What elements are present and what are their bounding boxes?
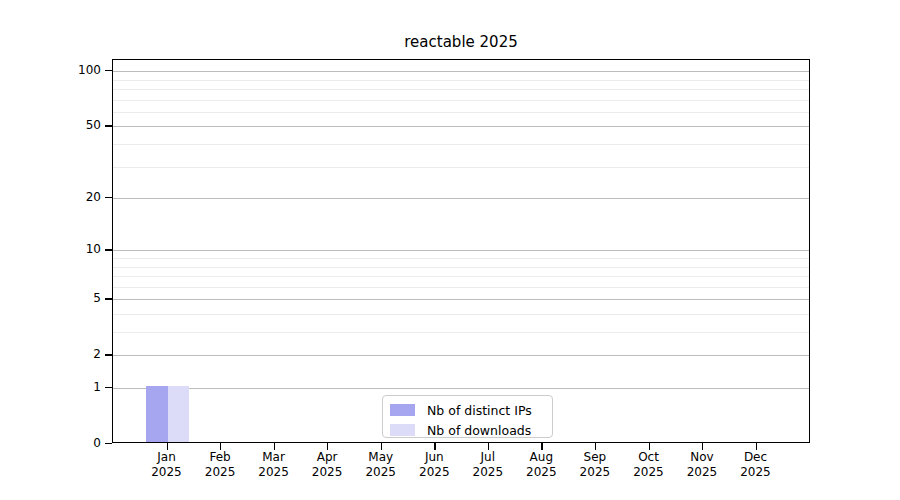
gridline-minor [113, 112, 809, 113]
legend: Nb of distinct IPs Nb of downloads [382, 395, 553, 438]
bar-downloads [168, 386, 190, 442]
y-tick-mark [105, 70, 112, 71]
x-tick-mark [220, 443, 221, 450]
x-tick-mark [381, 443, 382, 450]
legend-label: Nb of distinct IPs [427, 403, 532, 418]
x-tick-mark [167, 443, 168, 450]
gridline-major [113, 71, 809, 72]
gridline-minor [113, 267, 809, 268]
y-tick-label: 1 [59, 380, 101, 394]
bar-distinct-ips [146, 386, 168, 442]
gridline-major [113, 198, 809, 199]
legend-label: Nb of downloads [427, 423, 531, 438]
y-tick-mark [105, 197, 112, 198]
y-tick-label: 50 [59, 118, 101, 132]
gridline-minor [113, 314, 809, 315]
x-tick-mark [434, 443, 435, 450]
gridline-minor [113, 100, 809, 101]
plot-area: Nb of distinct IPs Nb of downloads [112, 59, 810, 443]
gridline-major [113, 126, 809, 127]
gridline-minor [113, 144, 809, 145]
gridline-minor [113, 167, 809, 168]
gridline-minor [113, 276, 809, 277]
y-tick-mark [105, 443, 112, 444]
y-tick-mark [105, 354, 112, 355]
x-tick-mark [327, 443, 328, 450]
gridline-minor [113, 80, 809, 81]
figure: reactable 2025 Nb of distinct IPsNb of d… [0, 0, 900, 500]
gridline-minor [113, 332, 809, 333]
x-tick-label: Dec2025 [724, 450, 788, 480]
legend-swatch-downloads [390, 424, 415, 436]
gridline-major [113, 299, 809, 300]
gridline-major [113, 355, 809, 356]
y-tick-label: 20 [59, 190, 101, 204]
y-tick-mark [105, 125, 112, 126]
y-tick-mark [105, 387, 112, 388]
x-tick-mark [649, 443, 650, 450]
gridline-minor [113, 287, 809, 288]
y-tick-label: 10 [59, 242, 101, 256]
chart-title: reactable 2025 [112, 33, 810, 51]
x-tick-mark [595, 443, 596, 450]
legend-entry: Nb of downloads [390, 420, 544, 440]
x-tick-mark [702, 443, 703, 450]
x-tick-mark [274, 443, 275, 450]
y-tick-mark [105, 298, 112, 299]
y-tick-label: 5 [59, 291, 101, 305]
legend-entry: Nb of distinct IPs [390, 400, 544, 420]
legend-swatch-distinct-ips [390, 404, 415, 416]
x-tick-year: 2025 [724, 465, 788, 480]
y-tick-mark [105, 249, 112, 250]
x-tick-mark [488, 443, 489, 450]
y-tick-label: 0 [59, 436, 101, 450]
gridline-major [113, 250, 809, 251]
y-tick-label: 100 [59, 63, 101, 77]
x-tick-mark [756, 443, 757, 450]
gridline-major [113, 388, 809, 389]
x-tick-month: Dec [724, 450, 788, 465]
gridline-minor [113, 258, 809, 259]
y-tick-label: 2 [59, 347, 101, 361]
gridline-minor [113, 89, 809, 90]
x-tick-mark [541, 443, 542, 450]
